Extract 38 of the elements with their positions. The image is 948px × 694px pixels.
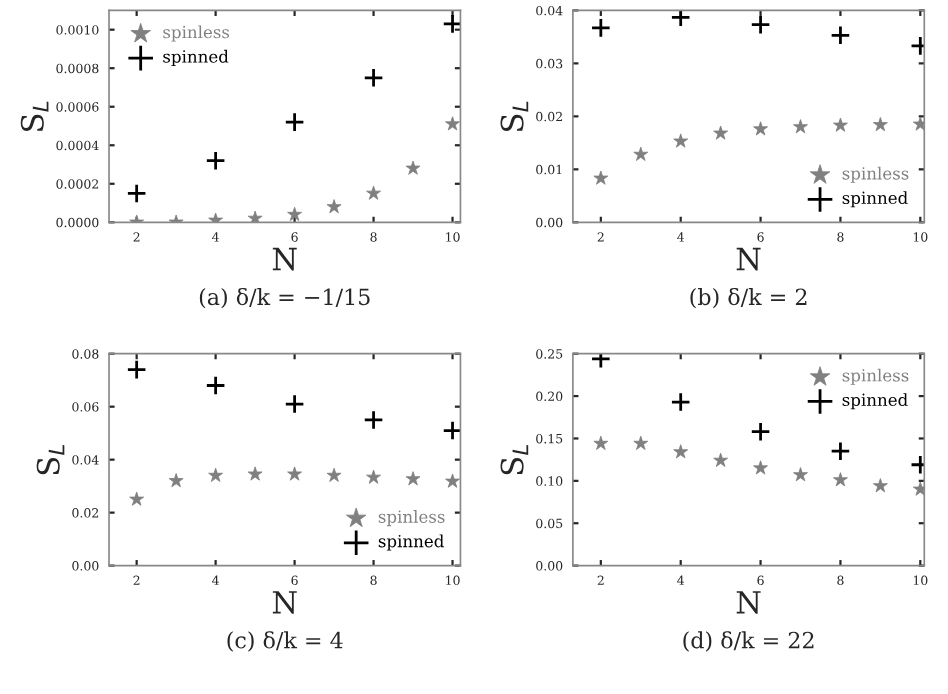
x-axis-title: N bbox=[736, 591, 761, 614]
point bbox=[590, 17, 612, 39]
point bbox=[205, 150, 226, 171]
text: (a) δ/k = −1/15 bbox=[199, 287, 370, 309]
legend-label: spinless bbox=[842, 166, 909, 183]
x-axis-title: N bbox=[272, 247, 297, 271]
point bbox=[284, 111, 305, 133]
text: (b) δ/k = 2 bbox=[690, 287, 807, 309]
text: spinless bbox=[842, 368, 909, 385]
legend-label: spinned bbox=[378, 534, 444, 551]
point bbox=[442, 420, 461, 441]
legend-label: spinless bbox=[163, 25, 230, 42]
point bbox=[590, 353, 612, 369]
point bbox=[363, 67, 384, 89]
point bbox=[205, 375, 226, 396]
point bbox=[126, 183, 147, 204]
point bbox=[830, 25, 851, 46]
point bbox=[670, 10, 691, 28]
series-label: spinned bbox=[842, 393, 908, 410]
x-axis-title: N bbox=[736, 247, 761, 271]
y-axis-title: S$_{L}$ bbox=[500, 444, 529, 475]
x-axis-title: N bbox=[272, 591, 297, 614]
point bbox=[830, 441, 851, 462]
legend-label: spinless bbox=[378, 510, 445, 527]
point bbox=[750, 14, 771, 35]
y-axis-title: S$_{L}$ bbox=[20, 101, 49, 131]
point bbox=[126, 359, 147, 380]
point bbox=[442, 13, 461, 35]
point bbox=[750, 421, 771, 442]
text: (d) δ/k = 22 bbox=[683, 631, 814, 652]
legend-label: spinned bbox=[163, 49, 229, 66]
legend-label: spinned bbox=[842, 191, 908, 208]
text: (c) δ/k = 4 bbox=[227, 631, 343, 652]
point bbox=[363, 409, 384, 431]
point bbox=[670, 391, 691, 413]
point bbox=[284, 393, 305, 415]
y-axis-title: S$_{L}$ bbox=[36, 444, 65, 475]
y-axis-title: S$_{L}$ bbox=[500, 101, 529, 131]
